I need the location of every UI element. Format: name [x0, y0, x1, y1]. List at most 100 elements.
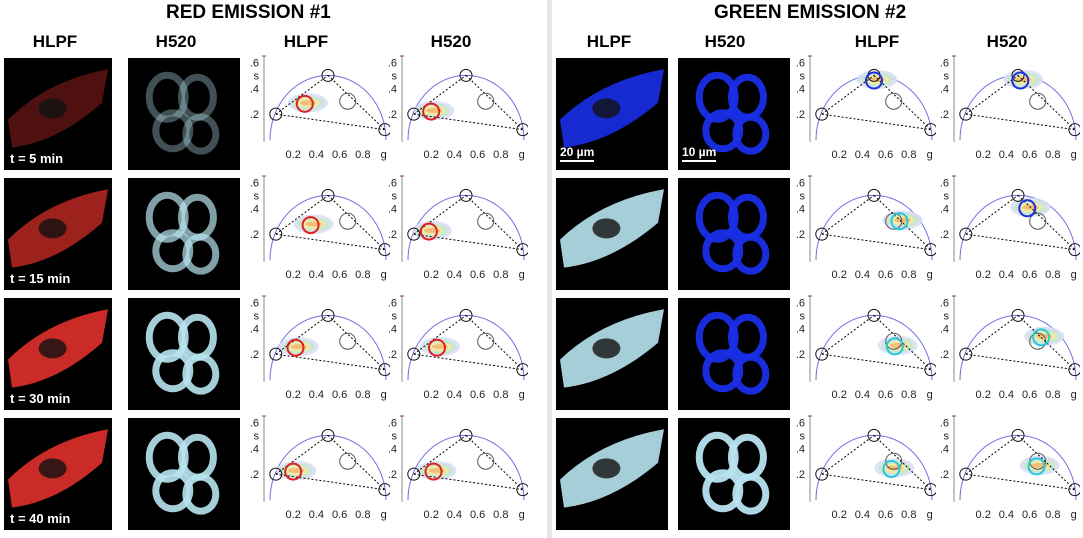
y-tick-label: 0.2	[250, 469, 259, 481]
microscopy-image: t = 5 min	[4, 58, 112, 170]
x-tick-label: 0.8	[355, 269, 370, 281]
reference-point	[407, 107, 421, 121]
y-tick-label: 0.2	[250, 229, 259, 241]
phasor-plot-svg: 0.6 0.4 0.2 s 0.2 0.4 0.6 0.8 g	[388, 55, 528, 161]
x-tick-label: 0.4	[309, 509, 324, 521]
x-tick-label: 0.6	[878, 269, 893, 281]
cell-outline	[182, 473, 220, 515]
microscopy-image	[678, 178, 790, 290]
phasor-cluster-marker	[885, 337, 904, 356]
x-tick-label: 0.2	[832, 269, 847, 281]
reference-line	[821, 74, 875, 115]
phasor-cluster-marker	[890, 212, 909, 231]
cell-outline	[177, 73, 217, 121]
x-tick-label: 0.4	[999, 149, 1014, 161]
phasor-plot-svg: 0.6 0.4 0.2 s 0.2 0.4 0.6 0.8 g	[796, 295, 936, 401]
x-tick-label: 0.6	[878, 149, 893, 161]
reference-line	[275, 233, 385, 251]
microscopy-image: t = 15 min	[4, 178, 112, 290]
cell-nucleus	[592, 458, 621, 479]
microscopy-image	[556, 298, 668, 410]
x-axis-label: g	[381, 509, 387, 521]
reference-point	[516, 483, 528, 497]
reference-point	[269, 227, 283, 241]
time-label: t = 15 min	[10, 271, 71, 286]
cell-outline	[732, 113, 770, 155]
reference-line	[873, 75, 932, 131]
cell-nucleus	[38, 458, 67, 479]
universal-semicircle	[815, 434, 933, 501]
x-tick-label: 0.4	[309, 389, 324, 401]
x-tick-label: 0.8	[493, 269, 508, 281]
x-tick-label: 0.4	[447, 509, 462, 521]
reference-point	[339, 212, 357, 230]
y-axis-label: s	[800, 190, 806, 202]
y-tick-label: 0.2	[940, 109, 949, 121]
reference-point	[477, 92, 495, 110]
reference-line	[413, 233, 523, 251]
reference-line	[413, 353, 523, 371]
cell-outline	[702, 109, 744, 153]
x-axis-label: g	[381, 269, 387, 281]
reference-point	[321, 68, 335, 82]
column-header-h520: H520	[155, 32, 197, 51]
phasor-plot-svg: 0.6 0.4 0.2 s 0.2 0.4 0.6 0.8 g	[388, 415, 528, 521]
reference-point	[378, 243, 390, 257]
x-tick-label: 0.6	[1022, 389, 1037, 401]
scale-bar-line	[682, 160, 717, 162]
phasor-plot-green-h520: 0.6 0.4 0.2 s 0.2 0.4 0.6 0.8 g	[940, 414, 1080, 532]
phasor-plot-svg: 0.6 0.4 0.2 s 0.2 0.4 0.6 0.8 g	[250, 295, 390, 401]
reference-line	[965, 233, 1075, 251]
microscopy-image	[556, 178, 668, 290]
reference-point	[339, 92, 357, 110]
phasor-cluster-marker	[1011, 71, 1030, 90]
y-tick-label: 0.4	[250, 323, 259, 335]
x-axis-label: g	[519, 269, 525, 281]
green-emission-title: GREEN EMISSION #2	[714, 2, 907, 23]
reference-point	[339, 332, 357, 350]
cell-outline	[182, 353, 220, 395]
reference-line	[275, 434, 329, 475]
x-tick-label: 0.8	[1045, 389, 1060, 401]
x-tick-label: 0.2	[286, 389, 301, 401]
cell-nucleus	[38, 338, 67, 359]
y-tick-label: 0.4	[796, 323, 805, 335]
x-tick-label: 0.4	[447, 389, 462, 401]
phasor-plot-green-h520: 0.6 0.4 0.2 s 0.2 0.4 0.6 0.8 g	[940, 174, 1080, 292]
y-tick-label: 0.4	[796, 83, 805, 95]
reference-point	[459, 68, 473, 82]
reference-point	[407, 467, 421, 481]
phasor-cluster-marker	[286, 338, 305, 357]
reference-point	[815, 347, 829, 361]
reference-point	[924, 243, 936, 257]
scale-bar: 20 µm	[560, 145, 595, 162]
y-tick-label: 0.2	[796, 349, 805, 361]
reference-point	[867, 188, 881, 202]
phasor-cluster-marker	[422, 102, 441, 121]
y-axis-label: s	[392, 310, 398, 322]
microscopy-image	[678, 418, 790, 530]
x-tick-label: 0.6	[470, 269, 485, 281]
reference-line	[275, 74, 329, 115]
reference-line	[873, 195, 932, 251]
x-axis-label: g	[927, 509, 933, 521]
x-tick-label: 0.6	[878, 509, 893, 521]
y-tick-label: 0.4	[940, 443, 949, 455]
reference-point	[339, 452, 357, 470]
reference-point	[269, 347, 283, 361]
x-axis-label: g	[1071, 389, 1077, 401]
phasor-plot-red-hlpf: 0.6 0.4 0.2 s 0.2 0.4 0.6 0.8 g	[250, 414, 390, 532]
microscopy-image: 10 µm	[678, 58, 790, 170]
reference-point	[1011, 68, 1025, 82]
reference-line	[965, 353, 1075, 371]
x-axis-label: g	[381, 149, 387, 161]
panel-separator	[547, 0, 552, 538]
y-tick-label: 0.2	[388, 229, 397, 241]
phasor-plot-svg: 0.6 0.4 0.2 s 0.2 0.4 0.6 0.8 g	[940, 55, 1080, 161]
universal-semicircle	[959, 314, 1077, 381]
reference-line	[965, 74, 1019, 115]
reference-point	[924, 123, 936, 137]
phasor-cluster-marker	[1027, 457, 1046, 476]
x-tick-label: 0.2	[832, 509, 847, 521]
x-tick-label: 0.4	[999, 269, 1014, 281]
